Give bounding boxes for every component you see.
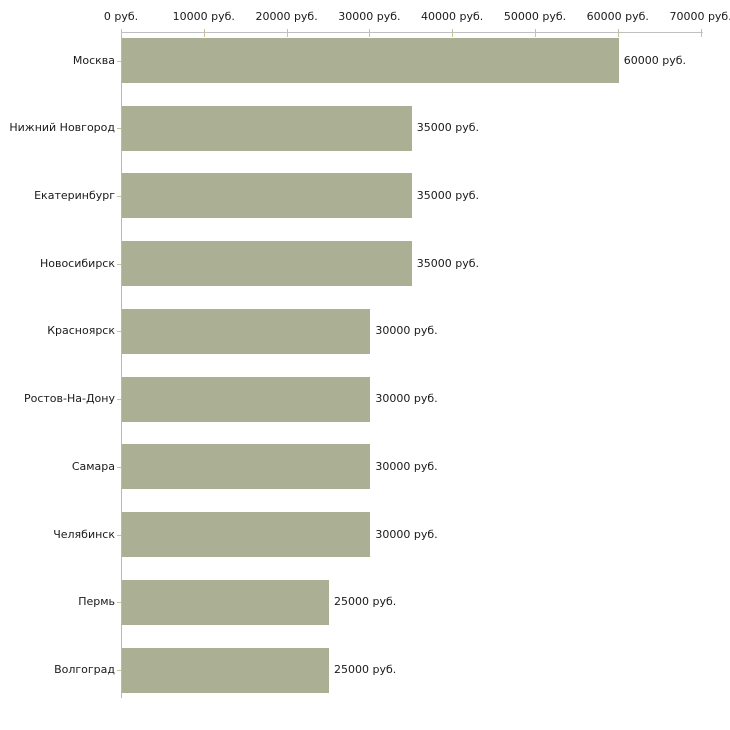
value-label: 30000 руб.	[375, 527, 438, 541]
value-label: 35000 руб.	[416, 256, 480, 270]
x-axis-tick	[286, 29, 288, 37]
y-axis-tick	[117, 128, 121, 129]
category-label: Ростов-На-Дону	[23, 392, 115, 406]
value-label: 25000 руб.	[334, 595, 397, 609]
y-axis-tick	[117, 602, 121, 603]
bar	[122, 105, 412, 151]
x-axis-tick	[452, 29, 454, 37]
category-label: Красноярск	[47, 324, 115, 338]
x-tick-label: 40000 руб.	[421, 10, 484, 23]
category-label: Самара	[71, 459, 115, 473]
y-axis-tick	[117, 670, 121, 671]
value-label: 60000 руб.	[623, 53, 687, 67]
value-label: 35000 руб.	[416, 121, 480, 135]
x-axis-tick	[121, 29, 122, 37]
bar	[122, 444, 371, 490]
y-axis-tick	[117, 467, 121, 468]
bar	[122, 308, 371, 354]
x-tick-label: 70000 руб.	[669, 10, 730, 23]
category-label: Нижний Новгород	[9, 121, 115, 135]
bar	[122, 579, 329, 625]
x-axis-tick	[203, 29, 205, 37]
x-tick-label: 50000 руб.	[503, 10, 567, 23]
y-axis-line	[121, 32, 122, 698]
category-label: Новосибирск	[39, 256, 115, 270]
category-label: Пермь	[78, 595, 115, 609]
value-label: 30000 руб.	[375, 392, 438, 406]
category-label: Волгоград	[54, 663, 115, 677]
x-tick-label: 60000 руб.	[586, 10, 649, 23]
x-axis-tick	[700, 29, 702, 37]
value-label: 30000 руб.	[375, 459, 438, 473]
y-axis-tick	[117, 196, 121, 197]
bar	[122, 38, 619, 83]
bar	[122, 647, 329, 693]
x-axis-line	[121, 32, 703, 33]
value-label: 35000 руб.	[416, 188, 480, 202]
y-axis-tick	[117, 264, 121, 265]
x-axis-tick	[535, 29, 536, 37]
bar	[122, 241, 412, 287]
x-axis-tick	[369, 29, 371, 37]
x-tick-label: 30000 руб.	[338, 10, 401, 23]
category-label: Москва	[72, 53, 115, 67]
y-axis-tick	[117, 535, 121, 536]
bar	[122, 512, 371, 558]
y-axis-tick	[117, 399, 121, 400]
value-label: 30000 руб.	[375, 324, 438, 338]
x-tick-label: 0 руб.	[103, 10, 139, 23]
category-label: Челябинск	[53, 527, 115, 541]
category-label: Екатеринбург	[34, 188, 115, 202]
x-tick-label: 10000 руб.	[172, 10, 235, 23]
x-axis-tick	[617, 29, 619, 37]
y-axis-tick	[117, 61, 121, 62]
value-label: 25000 руб.	[334, 663, 397, 677]
x-tick-label: 20000 руб.	[255, 10, 318, 23]
y-axis-tick	[117, 331, 121, 332]
bar	[122, 173, 412, 219]
bar	[122, 376, 371, 422]
